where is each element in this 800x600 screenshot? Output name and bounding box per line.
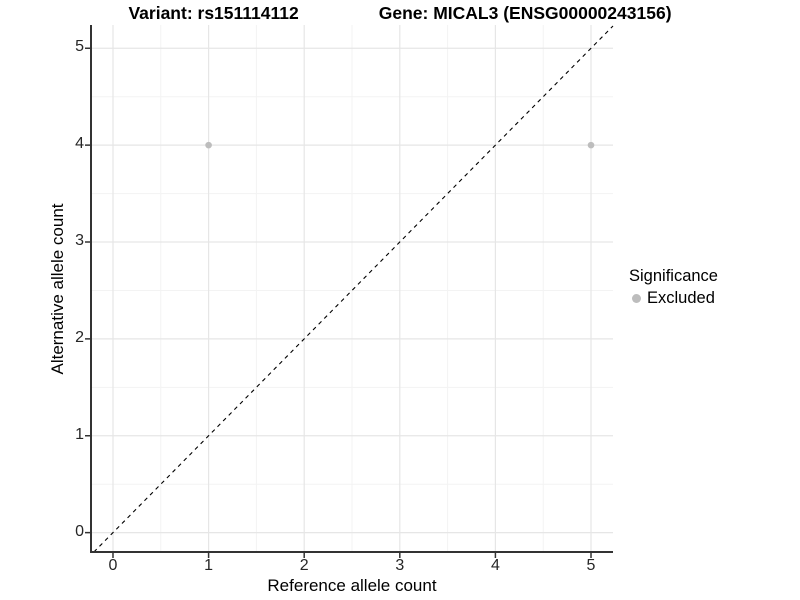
data-point <box>587 141 595 149</box>
y-tick-label: 4 <box>75 135 84 153</box>
x-tick-label: 4 <box>490 557 500 574</box>
x-tick-label: 3 <box>395 557 405 574</box>
legend-key-dot-icon <box>632 294 641 303</box>
legend-title: Significance <box>629 267 718 285</box>
x-axis-title: Reference allele count <box>267 576 437 595</box>
y-tick-label: 5 <box>75 38 84 56</box>
legend-item-label: Excluded <box>647 289 715 307</box>
identity-line <box>93 25 614 553</box>
legend: Significance Excluded <box>629 267 718 308</box>
x-tick-label: 1 <box>204 557 214 574</box>
legend-item-excluded: Excluded <box>629 289 718 308</box>
x-tick-label: 0 <box>108 557 118 574</box>
data-point <box>205 141 212 149</box>
plot-title-row: Variant: rs151114112 Gene: MICAL3 (ENSG0… <box>0 3 800 24</box>
variant-title: Variant: rs151114112 <box>128 3 299 23</box>
y-axis-title: Alternative allele count <box>48 203 67 375</box>
x-tick-label: 5 <box>586 557 596 574</box>
y-tick-label: 1 <box>75 425 84 443</box>
y-tick-label: 2 <box>75 328 84 346</box>
y-tick-label: 3 <box>75 232 84 249</box>
y-tick-label: 0 <box>75 522 84 540</box>
x-tick-label: 2 <box>299 557 309 574</box>
gene-title: Gene: MICAL3 (ENSG00000243156) <box>378 3 672 23</box>
